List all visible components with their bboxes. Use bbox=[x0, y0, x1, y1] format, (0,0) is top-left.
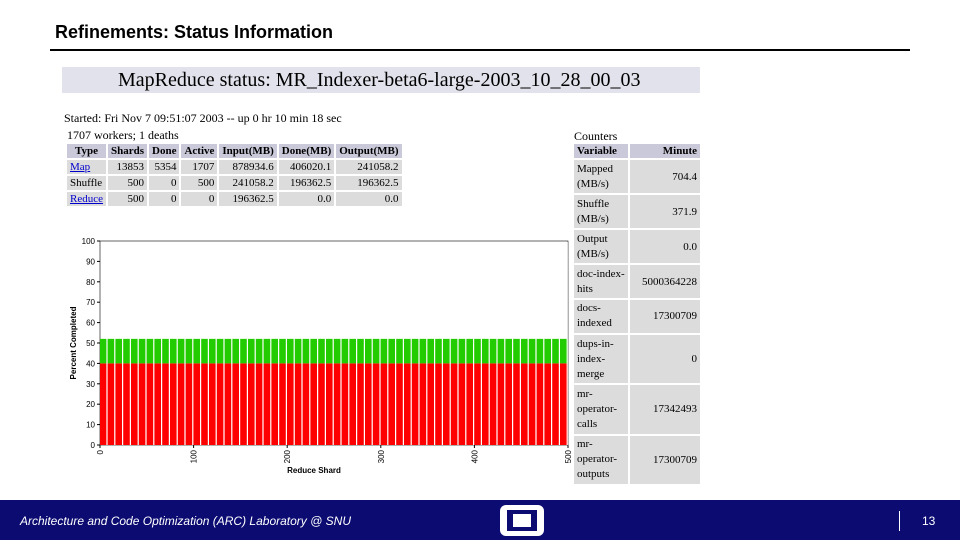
counter-value: 17300709 bbox=[630, 300, 700, 333]
y-axis-label: Percent Completed bbox=[69, 306, 78, 379]
counter-value: 0 bbox=[630, 334, 700, 384]
table-cell: 500 bbox=[181, 176, 218, 190]
table-cell: 500 bbox=[107, 192, 148, 206]
table-cell: 196362.5 bbox=[278, 176, 335, 190]
column-header: Shards bbox=[107, 144, 148, 158]
column-header: Output(MB) bbox=[336, 144, 402, 158]
column-header: Active bbox=[181, 144, 218, 158]
counters-title: Counters bbox=[574, 129, 618, 143]
counter-row: Mapped (MB/s) 704.4 bbox=[574, 160, 700, 194]
y-tick-label: 90 bbox=[86, 257, 95, 266]
y-tick-label: 60 bbox=[86, 319, 95, 328]
table-cell: 196362.5 bbox=[219, 192, 277, 206]
table-cell: 0.0 bbox=[336, 192, 402, 206]
column-header: Done bbox=[149, 144, 180, 158]
table-cell: 406020.1 bbox=[278, 160, 335, 174]
y-tick-label: 10 bbox=[86, 421, 95, 430]
counter-row: docs-indexed 17300709 bbox=[574, 300, 700, 333]
table-cell: 878934.6 bbox=[219, 160, 277, 174]
table-cell: 5354 bbox=[149, 160, 180, 174]
footer-text: Architecture and Code Optimization (ARC)… bbox=[20, 514, 351, 528]
slide-title: Refinements: Status Information bbox=[55, 22, 334, 42]
x-tick-label: 300 bbox=[377, 449, 386, 463]
y-tick-label: 30 bbox=[86, 380, 95, 389]
x-axis-label: Reduce Shard bbox=[287, 466, 341, 475]
x-tick-label: 400 bbox=[470, 449, 479, 463]
logo bbox=[500, 505, 544, 536]
workers-line: 1707 workers; 1 deaths bbox=[67, 128, 179, 142]
column-header: Variable bbox=[574, 144, 628, 159]
counter-row: mr-operator-outputs 17300709 bbox=[574, 435, 700, 484]
counter-name: Output (MB/s) bbox=[574, 230, 628, 264]
x-tick-label: 200 bbox=[283, 449, 292, 463]
counter-value: 0.0 bbox=[630, 230, 700, 264]
x-tick-label: 100 bbox=[190, 449, 199, 463]
counter-row: doc-index-hits 5000364228 bbox=[574, 265, 700, 299]
counter-value: 371.9 bbox=[630, 195, 700, 229]
column-header: Minute bbox=[630, 144, 700, 159]
counter-name: docs-indexed bbox=[574, 300, 628, 333]
area bbox=[100, 338, 568, 364]
y-tick-label: 70 bbox=[86, 298, 95, 307]
page-number: 13 bbox=[922, 514, 936, 528]
y-tick-label: 100 bbox=[82, 237, 96, 246]
area bbox=[100, 363, 568, 445]
counter-name: mr-operator-calls bbox=[574, 385, 628, 434]
table-cell: 0 bbox=[149, 176, 180, 190]
table-row: Shuffle 500 0 500 241058.2 196362.5 196362.5 bbox=[67, 176, 402, 190]
table-cell: 500 bbox=[107, 176, 148, 190]
table-cell: 1707 bbox=[181, 160, 218, 174]
counter-row: Output (MB/s) 0.0 bbox=[574, 230, 700, 264]
counter-name: mr-operator-outputs bbox=[574, 435, 628, 484]
counter-row: dups-in-index-merge 0 bbox=[574, 334, 700, 384]
footer-divider bbox=[899, 511, 900, 531]
counter-name: Mapped (MB/s) bbox=[574, 160, 628, 194]
column-header: Input(MB) bbox=[219, 144, 277, 158]
table-cell: Map bbox=[67, 160, 106, 174]
counter-row: mr-operator-calls 17342493 bbox=[574, 385, 700, 434]
counter-name: doc-index-hits bbox=[574, 265, 628, 299]
counter-row: Shuffle (MB/s) 371.9 bbox=[574, 195, 700, 229]
type-link[interactable]: Reduce bbox=[70, 193, 103, 205]
counters-table: Variable Minute Mapped (MB/s) 704.4 Shuffle … bbox=[572, 142, 702, 486]
header-row: Type Shards Done Active Input(MB) Done(MB) Out… bbox=[67, 144, 402, 158]
table-cell: 13853 bbox=[107, 160, 148, 174]
counter-value: 17300709 bbox=[630, 435, 700, 484]
counter-value: 17342493 bbox=[630, 385, 700, 434]
column-header: Done(MB) bbox=[278, 144, 335, 158]
started-line: Started: Fri Nov 7 09:51:07 2003 -- up 0… bbox=[64, 111, 342, 125]
header-row: Variable Minute bbox=[574, 144, 700, 159]
table-cell: 0.0 bbox=[278, 192, 335, 206]
y-tick-label: 0 bbox=[91, 441, 96, 450]
table-cell: Reduce bbox=[67, 192, 106, 206]
counter-name: dups-in-index-merge bbox=[574, 334, 628, 384]
column-header: Type bbox=[67, 144, 106, 158]
table-cell: Shuffle bbox=[67, 176, 106, 190]
title-rule bbox=[50, 49, 910, 51]
status-table: Type Shards Done Active Input(MB) Done(MB) Out… bbox=[65, 142, 404, 208]
y-tick-label: 20 bbox=[86, 400, 95, 409]
y-tick-label: 50 bbox=[86, 339, 95, 348]
x-tick-label: 0 bbox=[96, 449, 105, 454]
counter-value: 704.4 bbox=[630, 160, 700, 194]
table-row: Reduce 500 0 0 196362.5 0.0 0.0 bbox=[67, 192, 402, 206]
counter-value: 5000364228 bbox=[630, 265, 700, 299]
x-tick-label: 500 bbox=[564, 449, 573, 463]
footer-band bbox=[0, 500, 960, 540]
y-tick-label: 80 bbox=[86, 278, 95, 287]
table-row: Map 13853 5354 1707 878934.6 406020.1 241058.2 bbox=[67, 160, 402, 174]
y-tick-label: 40 bbox=[86, 359, 95, 368]
type-link[interactable]: Map bbox=[70, 161, 91, 173]
table-cell: 241058.2 bbox=[336, 160, 402, 174]
table-cell: 196362.5 bbox=[336, 176, 402, 190]
chart: 0 10 20 30 40 50 60 70 80 90 100 0 100 200 300 400 500 Re… bbox=[69, 237, 573, 475]
status-header: MapReduce status: MR_Indexer-beta6-large… bbox=[62, 67, 700, 93]
table-cell: 0 bbox=[181, 192, 218, 206]
table-cell: 0 bbox=[149, 192, 180, 206]
table-cell: 241058.2 bbox=[219, 176, 277, 190]
counter-name: Shuffle (MB/s) bbox=[574, 195, 628, 229]
